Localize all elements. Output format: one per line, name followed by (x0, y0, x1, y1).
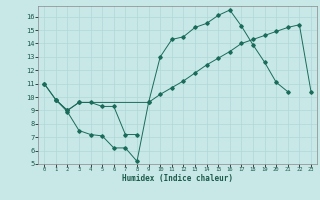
X-axis label: Humidex (Indice chaleur): Humidex (Indice chaleur) (122, 174, 233, 183)
